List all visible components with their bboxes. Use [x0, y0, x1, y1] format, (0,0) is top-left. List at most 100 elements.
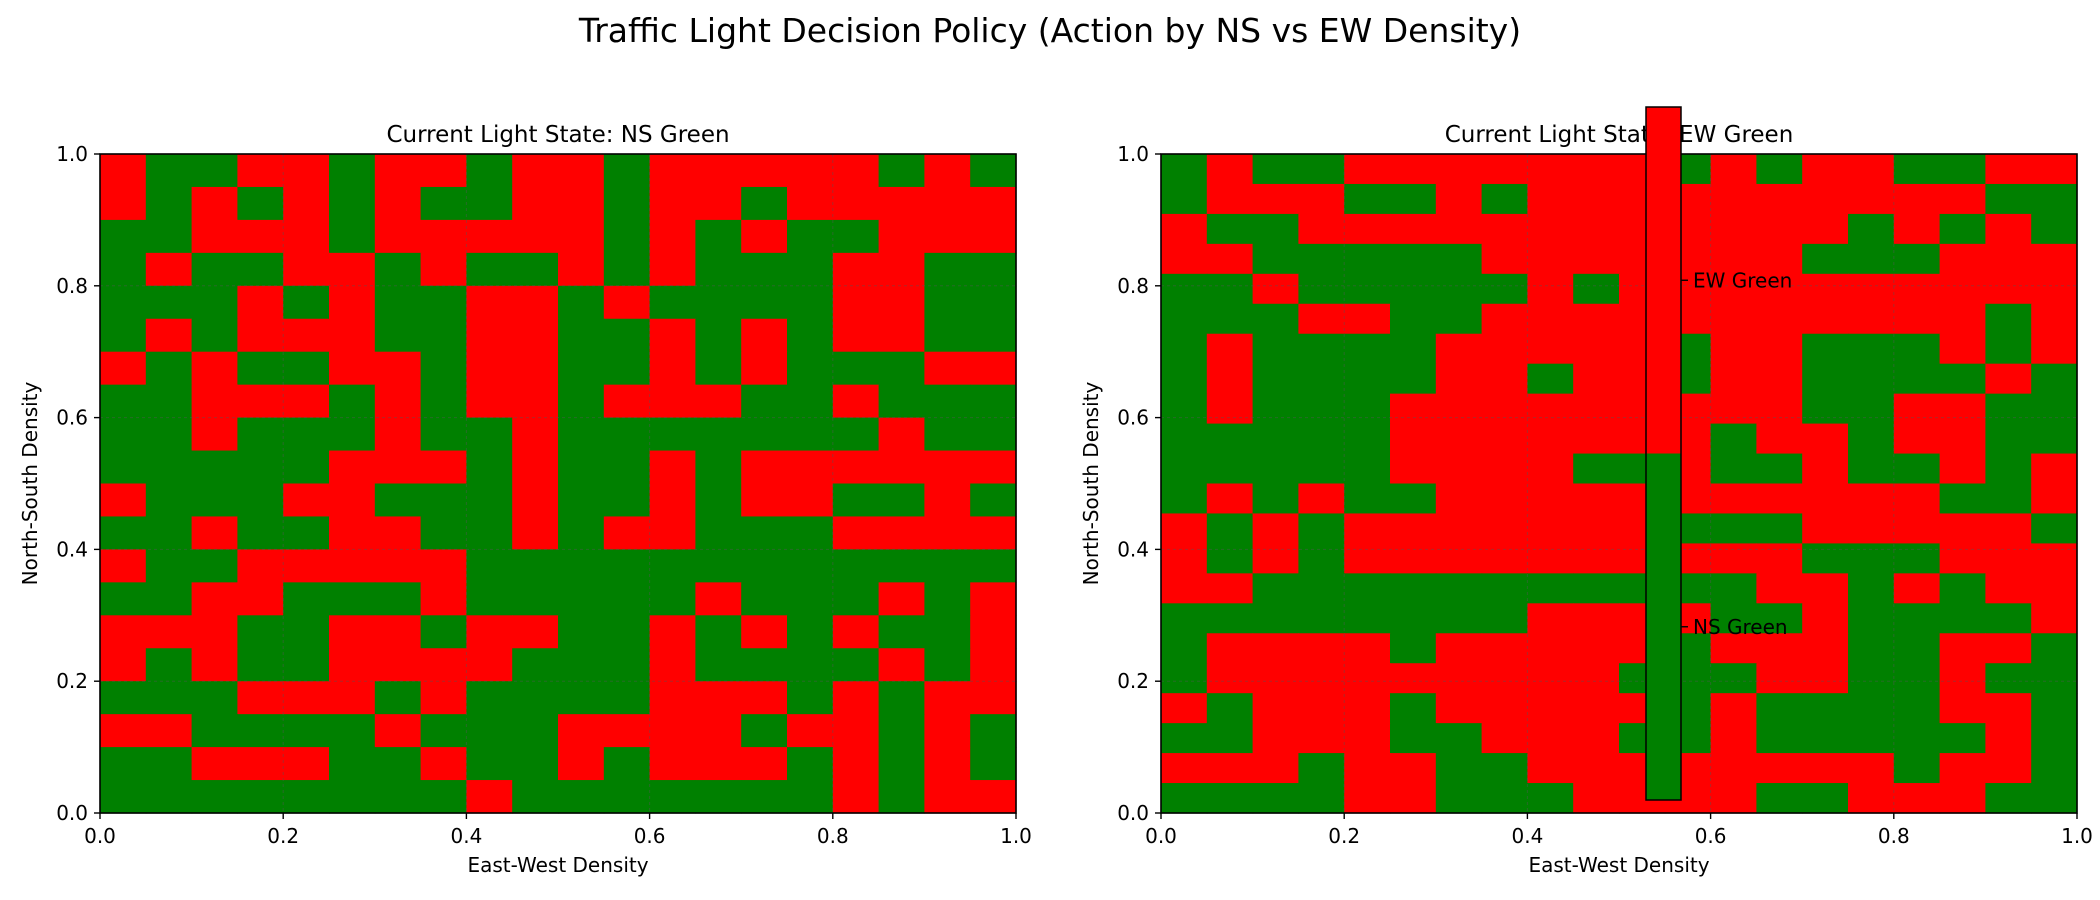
heatmap-cell — [1573, 723, 1620, 754]
heatmap-cell — [329, 648, 376, 682]
heatmap-cell — [145, 714, 193, 748]
heatmap-cell — [1710, 723, 1757, 754]
heatmap-cell — [832, 681, 880, 715]
heatmap-cell — [741, 351, 788, 386]
axes-frame — [1160, 153, 2078, 814]
heatmap-cell — [191, 417, 238, 452]
heatmap-cell — [1756, 723, 1803, 754]
heatmap-cell — [558, 582, 605, 616]
y-tick-label: 0.2 — [1117, 669, 1149, 693]
heatmap-cell — [603, 681, 651, 715]
heatmap-cell — [374, 615, 422, 649]
heatmap-cell — [1939, 633, 1986, 664]
heatmap-cell — [2031, 243, 2078, 275]
heatmap-cell — [191, 516, 238, 550]
heatmap-cell — [145, 384, 193, 419]
heatmap-cell — [1756, 453, 1803, 485]
heatmap-cell — [558, 681, 605, 715]
heatmap-cell — [374, 714, 422, 748]
heatmap-cell — [1252, 273, 1299, 305]
heatmap-cell — [1390, 513, 1437, 544]
heatmap-cell — [1756, 693, 1803, 724]
heatmap-cell — [466, 219, 513, 254]
heatmap-cell — [2031, 154, 2078, 185]
heatmap-cell — [832, 780, 880, 814]
heatmap-cell — [1344, 303, 1391, 335]
heatmap-cell — [374, 186, 422, 221]
heatmap-cell — [1756, 363, 1803, 395]
heatmap-cell — [1985, 693, 2032, 724]
heatmap-cell — [970, 615, 1017, 649]
heatmap-cell — [1939, 303, 1986, 335]
heatmap-cell — [1298, 393, 1345, 425]
heatmap-cell — [1206, 333, 1254, 365]
heatmap-cell — [832, 582, 880, 616]
heatmap-cell — [283, 483, 330, 518]
heatmap-cell — [924, 681, 971, 715]
heatmap-cell — [329, 681, 376, 715]
heatmap-cell — [695, 417, 742, 452]
heatmap-cell — [329, 219, 376, 254]
heatmap-cell — [420, 681, 467, 715]
heatmap-cell — [1939, 483, 1986, 515]
heatmap-cell — [1390, 183, 1437, 215]
heatmap-cell — [1206, 513, 1254, 544]
heatmap-cell — [100, 582, 147, 616]
heatmap-cell — [1161, 633, 1208, 664]
heatmap-cell — [741, 318, 788, 353]
heatmap-cell — [1481, 723, 1528, 754]
heatmap-cell — [1161, 363, 1208, 395]
heatmap-cell — [741, 154, 788, 188]
heatmap-cell — [603, 219, 651, 254]
heatmap-cell — [1161, 333, 1208, 365]
heatmap-cell — [1710, 273, 1757, 305]
heatmap-cell — [970, 714, 1017, 748]
heatmap-cell — [1985, 183, 2032, 215]
heatmap-cell — [1893, 633, 1941, 664]
heatmap-cell — [1206, 273, 1254, 305]
heatmap-cell — [1893, 663, 1941, 694]
heatmap-cell — [603, 549, 651, 583]
heatmap-cell — [1390, 573, 1437, 604]
action-colorbar: EW Green NS Green — [1645, 106, 1792, 801]
heatmap-cell — [1252, 453, 1299, 485]
heatmap-cell — [1252, 154, 1299, 185]
heatmap-cell — [1893, 753, 1941, 784]
heatmap-cell — [1206, 723, 1254, 754]
heatmap-cell — [237, 450, 284, 485]
heatmap-cell — [1756, 663, 1803, 694]
heatmap-cell — [1206, 633, 1254, 664]
heatmap-cell — [1435, 243, 1483, 275]
heatmap-cell — [603, 417, 651, 452]
heatmap-cell — [1390, 333, 1437, 365]
heatmap-cell — [1161, 154, 1208, 185]
heatmap-cell — [1344, 543, 1391, 574]
heatmap-cell — [512, 285, 559, 320]
heatmap-cell — [1161, 663, 1208, 694]
heatmap-cell — [1481, 273, 1528, 305]
heatmap-cell — [191, 615, 238, 649]
heatmap-cell — [1802, 603, 1849, 634]
heatmap-cell — [603, 252, 651, 287]
heatmap-cell — [1893, 423, 1941, 455]
heatmap-cell — [1298, 573, 1345, 604]
heatmap-cell — [100, 285, 147, 320]
heatmap-cell — [100, 351, 147, 386]
heatmap-cell — [1710, 693, 1757, 724]
heatmap-cell — [832, 648, 880, 682]
heatmap-cell — [2031, 393, 2078, 425]
heatmap-cell — [1435, 513, 1483, 544]
heatmap-cell — [329, 483, 376, 518]
heatmap-cell — [924, 318, 971, 353]
heatmap-cell — [1344, 393, 1391, 425]
heatmap-cell — [695, 714, 742, 748]
heatmap-cell — [741, 648, 788, 682]
heatmap-cell — [832, 154, 880, 188]
heatmap-cell — [420, 747, 467, 781]
y-tick-label: 1.0 — [56, 142, 88, 166]
heatmap-cell — [1298, 363, 1345, 395]
heatmap-cell — [1573, 183, 1620, 215]
heatmap-cell — [1939, 363, 1986, 395]
heatmap-cell — [787, 154, 834, 188]
